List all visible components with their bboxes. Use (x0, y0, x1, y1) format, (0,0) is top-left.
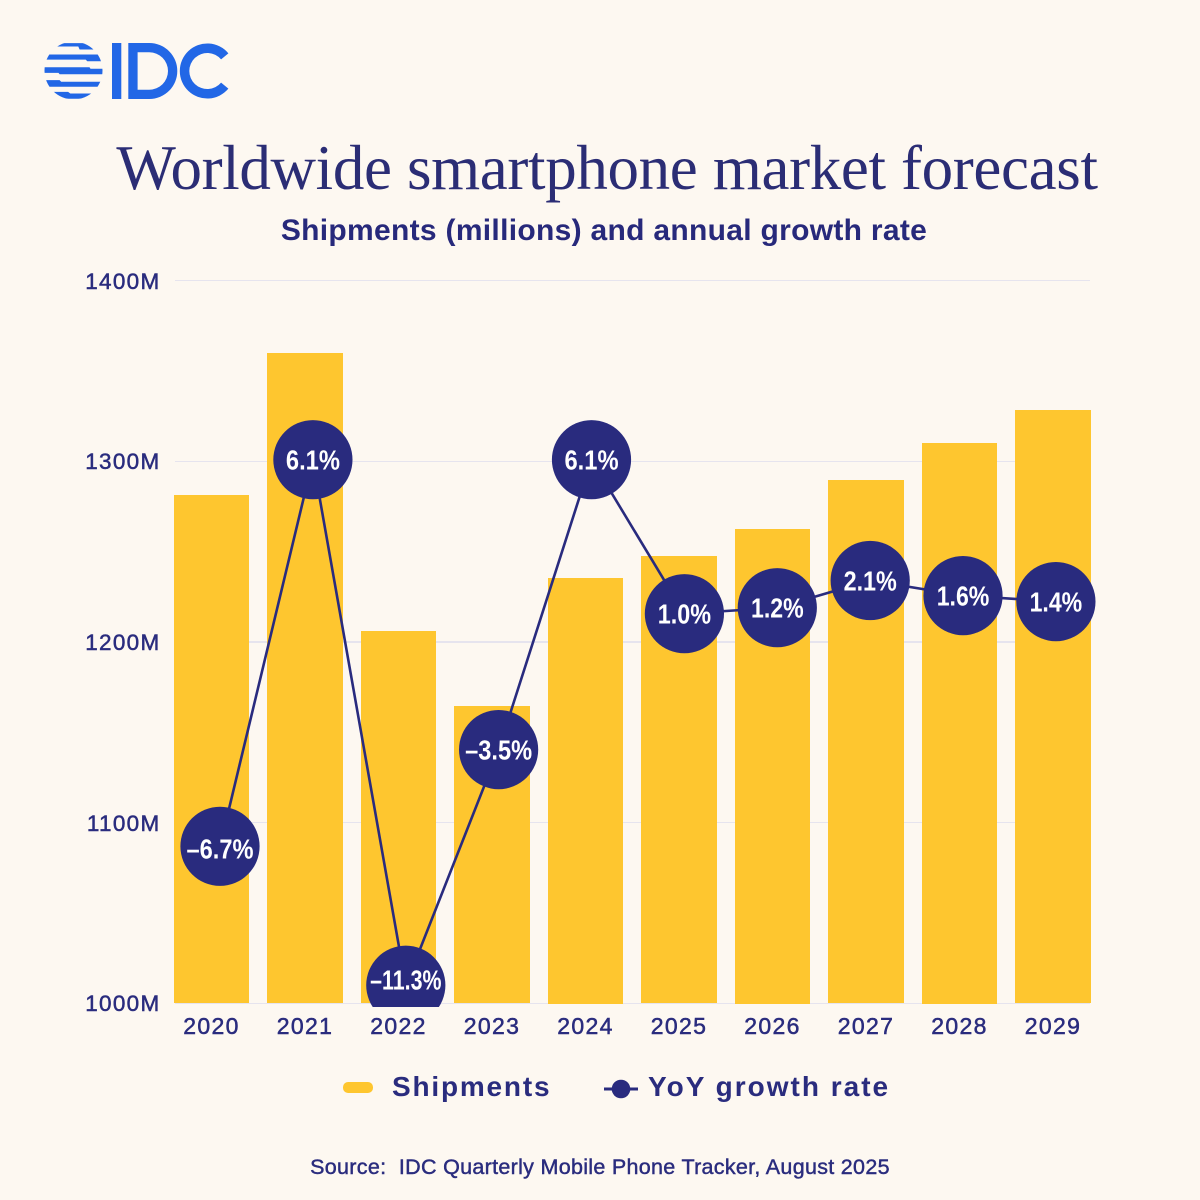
svg-text:–11.3%: –11.3% (370, 966, 441, 996)
svg-text:1.0%: 1.0% (658, 600, 712, 630)
svg-text:–6.7%: –6.7% (187, 835, 254, 865)
svg-text:–3.5%: –3.5% (465, 736, 532, 766)
svg-text:6.1%: 6.1% (564, 446, 618, 476)
svg-text:1.2%: 1.2% (751, 594, 804, 624)
svg-text:6.1%: 6.1% (286, 446, 340, 476)
svg-text:1.4%: 1.4% (1030, 588, 1083, 618)
svg-text:2.1%: 2.1% (844, 567, 898, 597)
svg-text:1.6%: 1.6% (937, 582, 990, 612)
